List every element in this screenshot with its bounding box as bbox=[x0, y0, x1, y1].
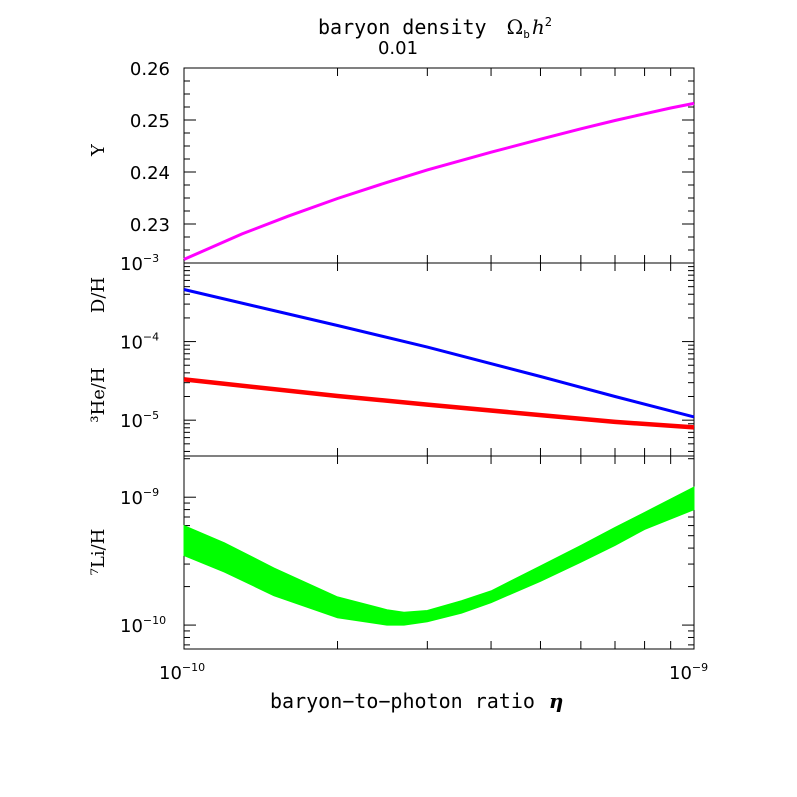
x-axis-label: baryon−to−photon ratio η bbox=[270, 689, 563, 713]
helium-4-curve bbox=[183, 101, 695, 261]
chart-title-omega: Ω bbox=[507, 15, 524, 39]
x-tick-label-min: 10−10 bbox=[159, 661, 205, 684]
top-axis-tick-label: 0.01 bbox=[378, 38, 418, 59]
lithium-7-series bbox=[183, 486, 695, 626]
y-tick-label: 0.23 bbox=[130, 215, 170, 236]
x-axis-eta-symbol: η bbox=[549, 689, 564, 713]
y-tick-label: 0.25 bbox=[130, 111, 170, 132]
panel-frame-deuterium-helium-3 bbox=[183, 262, 695, 457]
y-tick-label: 0.24 bbox=[130, 163, 170, 184]
y-axis-label-helium-4: Y bbox=[88, 143, 109, 157]
panel-frame-lithium-7 bbox=[183, 455, 695, 650]
chart-title: baryon density Ωb h2 bbox=[318, 15, 552, 41]
chart-title-h: h bbox=[532, 15, 545, 39]
y-axis-label-deuterium: D/H bbox=[88, 277, 109, 313]
chart-title-exp: 2 bbox=[545, 15, 552, 29]
y-tick-labels-lithium: 10−9 10−10 bbox=[120, 486, 166, 637]
y-tick-labels-helium-4: 0.23 0.24 0.25 0.26 bbox=[130, 59, 170, 236]
y-tick-label: 10−9 bbox=[120, 486, 159, 509]
helium-3-curve bbox=[183, 377, 695, 430]
y-tick-label: 10−3 bbox=[120, 252, 159, 275]
y-axis-label-lithium-7: ⁷Li/H bbox=[88, 529, 109, 576]
chart-title-subscript: b bbox=[523, 28, 530, 41]
y-tick-label: 0.26 bbox=[130, 59, 170, 80]
y-axis-label-helium-3: ³He/H bbox=[88, 367, 109, 422]
helium-4-series bbox=[183, 101, 695, 261]
y-tick-label: 10−10 bbox=[120, 614, 166, 637]
x-tick-label-max: 10−9 bbox=[669, 661, 708, 684]
y-tick-label: 10−4 bbox=[120, 331, 159, 354]
deuterium-curve bbox=[183, 288, 695, 419]
y-axis-ticks-helium-4 bbox=[184, 67, 694, 264]
chart-title-text: baryon density bbox=[318, 15, 487, 39]
deuterium-helium-3-series bbox=[183, 288, 695, 430]
lithium-7-band bbox=[183, 486, 695, 626]
y-tick-labels-deuterium: 10−3 10−4 10−5 bbox=[120, 252, 159, 432]
y-tick-label: 10−5 bbox=[120, 409, 159, 432]
